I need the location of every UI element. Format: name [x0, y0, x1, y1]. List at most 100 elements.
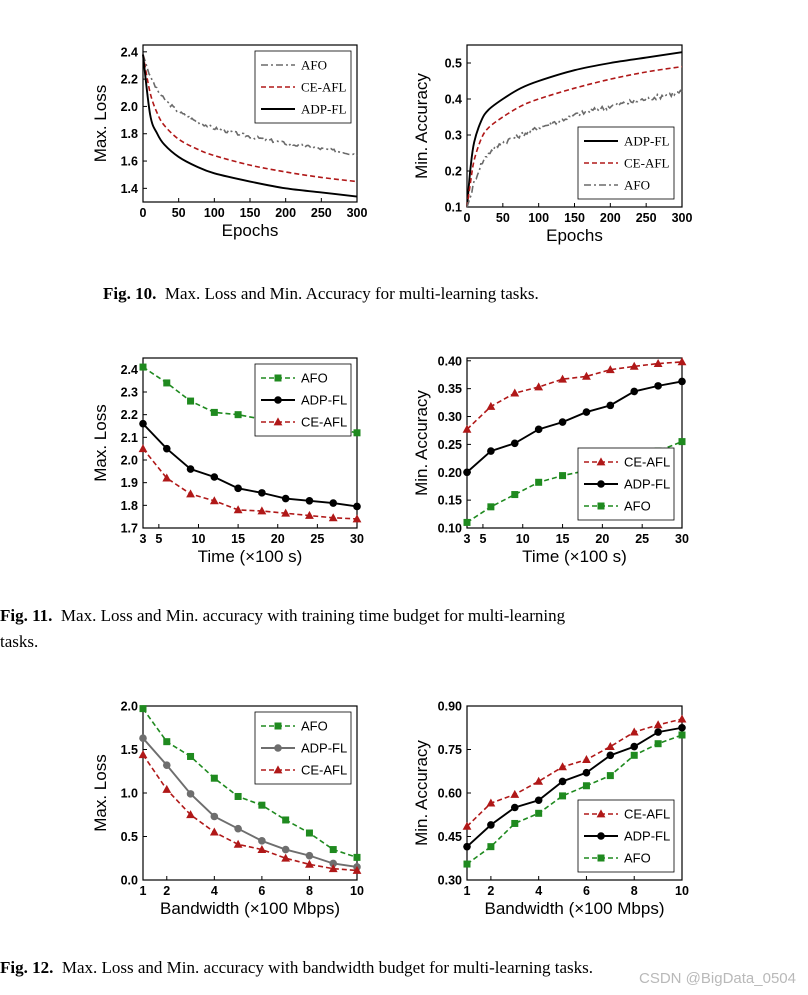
data-point — [606, 772, 614, 780]
fig10-caption-text: Max. Loss and Min. Accuracy for multi-le… — [164, 284, 539, 303]
x-tick-label: 2 — [487, 884, 494, 898]
y-tick-label: 2.4 — [121, 363, 138, 377]
data-point — [352, 865, 362, 874]
data-point — [605, 365, 615, 374]
x-tick-label: 30 — [350, 532, 364, 546]
legend-marker — [273, 765, 283, 774]
series-ce-afl — [142, 54, 358, 183]
legend: CE-AFL ADP-FL AFO — [577, 447, 675, 521]
legend-label: CE-AFL — [301, 80, 347, 95]
data-point — [305, 851, 314, 860]
data-point — [653, 358, 663, 367]
legend: AFO ADP-FL CE-AFL — [254, 711, 352, 785]
series-line — [466, 65, 683, 208]
data-point — [463, 842, 471, 851]
fig11-caption: Fig. 11. Max. Loss and Min. accuracy wit… — [0, 603, 800, 655]
data-point — [582, 408, 591, 416]
fig11-caption-text-line1: Max. Loss and Min. accuracy with trainin… — [60, 606, 566, 625]
data-point — [559, 472, 567, 480]
data-point — [163, 379, 171, 387]
x-tick-label: 25 — [310, 532, 324, 546]
data-point — [463, 468, 471, 477]
data-point — [511, 819, 519, 827]
y-tick-label: 0.40 — [438, 354, 462, 368]
fig11-caption-text-line2: tasks. — [0, 632, 39, 651]
y-axis-label: Min. Accuracy — [412, 73, 431, 179]
watermark-text: CSDN @BigData_0504 — [639, 970, 796, 987]
data-point — [257, 844, 267, 853]
y-tick-label: 0.25 — [438, 438, 462, 452]
x-tick-label: 6 — [583, 884, 590, 898]
y-tick-label: 2.4 — [121, 45, 138, 59]
series-line — [466, 726, 683, 848]
x-tick-label: 3 — [464, 532, 471, 546]
data-point — [534, 776, 544, 785]
y-tick-label: 0.30 — [438, 410, 462, 424]
x-tick-label: 0 — [140, 206, 147, 220]
data-point — [233, 839, 243, 848]
x-tick-label: 50 — [172, 206, 186, 220]
legend-label: AFO — [301, 371, 328, 386]
data-point — [558, 374, 567, 383]
legend-label: AFO — [624, 499, 651, 514]
y-tick-label: 1.7 — [121, 522, 138, 536]
data-point — [559, 792, 567, 800]
data-point — [163, 738, 171, 746]
legend-marker — [597, 832, 605, 840]
y-tick-label: 0.30 — [438, 874, 462, 888]
legend-marker — [274, 744, 282, 752]
x-tick-label: 10 — [350, 884, 364, 898]
x-axis-label: Epochs — [222, 221, 279, 240]
series-line — [142, 737, 358, 868]
y-tick-label: 0.3 — [445, 129, 462, 143]
chart-fig12a: 1 2 4 6 8 10 0.0 0.5 1.0 1.5 2.0 Bandwidth (×100 Mb… — [91, 700, 364, 919]
series-line — [466, 380, 683, 473]
data-point — [678, 438, 686, 446]
x-axis-label: Epochs — [546, 226, 603, 245]
x-tick-label: 6 — [258, 884, 265, 898]
data-point — [187, 752, 195, 760]
fig10-caption-label: Fig. 10. — [103, 284, 157, 303]
y-axis-label: Min. Accuracy — [412, 740, 431, 846]
x-tick-label: 5 — [155, 532, 162, 546]
legend-label: AFO — [301, 58, 327, 73]
y-tick-label: 0.35 — [438, 382, 462, 396]
data-point — [281, 853, 291, 862]
x-tick-label: 10 — [675, 884, 689, 898]
data-point — [186, 489, 195, 498]
data-point — [305, 829, 313, 837]
x-tick-label: 100 — [528, 211, 549, 225]
data-point — [535, 478, 543, 486]
x-tick-label: 1 — [140, 884, 147, 898]
legend-label: AFO — [624, 851, 651, 866]
data-point — [558, 418, 567, 426]
x-tick-label: 150 — [564, 211, 585, 225]
y-tick-label: 2.0 — [121, 700, 138, 714]
legend-label: ADP-FL — [301, 393, 347, 408]
data-point — [139, 419, 147, 428]
data-point — [582, 371, 591, 380]
y-tick-label: 1.6 — [121, 155, 138, 169]
data-point — [234, 484, 242, 493]
fig10-caption: Fig. 10. Max. Loss and Min. Accuracy for… — [103, 281, 783, 307]
legend-box — [577, 799, 675, 873]
data-point — [511, 491, 519, 499]
x-tick-label: 100 — [204, 206, 225, 220]
series-ce-afl — [466, 65, 683, 208]
y-axis-label: Max. Loss — [91, 85, 110, 162]
y-tick-label: 0.1 — [445, 201, 462, 215]
data-point — [138, 750, 148, 759]
data-point — [353, 502, 361, 511]
legend-label: AFO — [624, 178, 650, 193]
data-point — [329, 846, 337, 854]
data-point — [258, 837, 266, 845]
data-point — [678, 731, 686, 739]
data-point — [678, 377, 686, 386]
x-tick-label: 250 — [311, 206, 332, 220]
data-point — [210, 408, 218, 416]
y-tick-label: 2.0 — [121, 100, 138, 114]
data-point — [582, 782, 590, 790]
y-axis-label: Min. Accuracy — [412, 390, 431, 496]
fig12-caption: Fig. 12. Max. Loss and Min. accuracy wit… — [0, 955, 800, 981]
